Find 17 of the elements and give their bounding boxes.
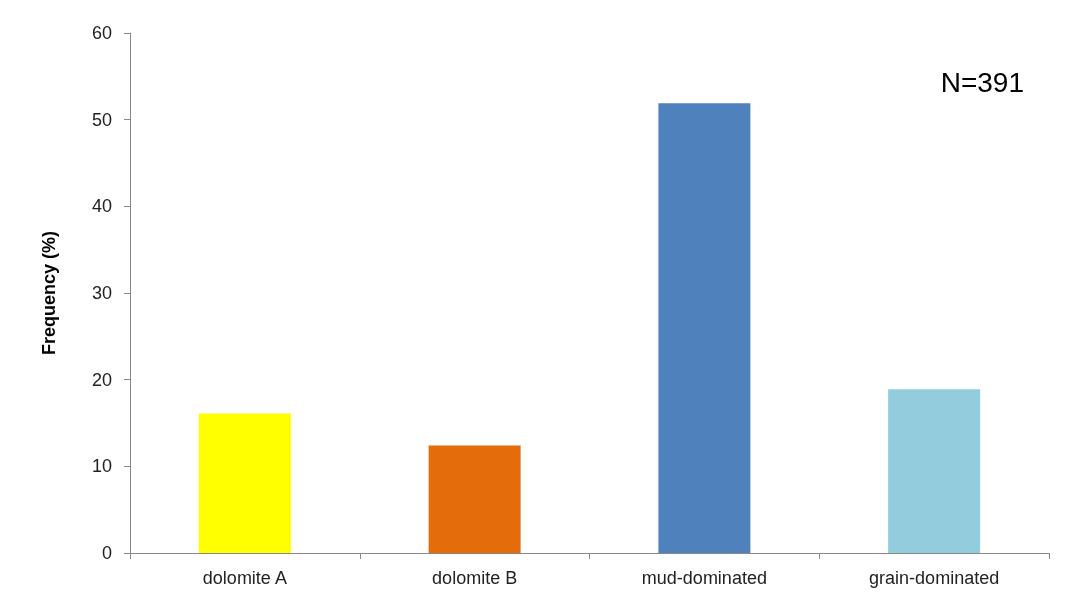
bar <box>198 413 291 553</box>
y-tick-label: 20 <box>91 369 112 390</box>
x-tick-label: mud-dominated <box>641 568 767 588</box>
y-tick-label: 30 <box>91 283 112 303</box>
x-tick-label: dolomite A <box>202 568 287 588</box>
x-tick-label: dolomite B <box>432 568 518 588</box>
bar <box>888 389 981 553</box>
y-tick-label: 60 <box>91 23 112 43</box>
y-axis-title: Frequency (%) <box>39 230 59 356</box>
y-tick-label: 10 <box>91 456 112 477</box>
y-tick-label: 50 <box>91 109 112 130</box>
bar <box>428 445 521 553</box>
x-tick-label: grain-dominated <box>869 568 1000 588</box>
y-tick-label: 0 <box>101 543 112 563</box>
y-tick-label: 40 <box>91 196 112 217</box>
annotation: N=391 <box>940 66 1025 98</box>
bar <box>658 103 751 553</box>
